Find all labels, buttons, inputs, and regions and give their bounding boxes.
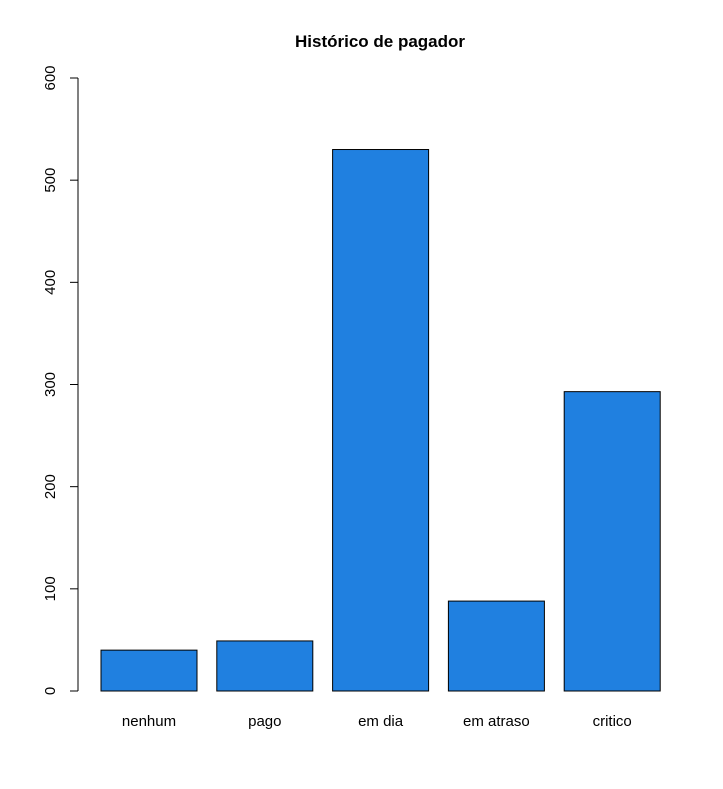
x-category-label: nenhum: [122, 713, 176, 730]
bar-em-atraso: [447, 600, 545, 692]
y-tick-label: 300: [42, 372, 59, 397]
bar-critico: [563, 391, 661, 692]
x-axis-labels: nenhum pago em dia em atraso critico: [122, 713, 632, 730]
x-category-label: em atraso: [463, 713, 530, 730]
y-tick-label: 200: [42, 474, 59, 499]
bar-nenhum: [100, 649, 198, 692]
x-category-label: pago: [248, 713, 281, 730]
x-category-label: em dia: [358, 713, 404, 730]
y-tick-label: 500: [42, 168, 59, 193]
y-tick-label: 0: [42, 687, 59, 695]
x-category-label: critico: [593, 713, 632, 730]
y-axis: 0 100 200 300 400 500 600: [42, 65, 79, 695]
bar-em-dia: [332, 149, 430, 692]
y-tick-label: 100: [42, 576, 59, 601]
chart-title: Histórico de pagador: [295, 32, 465, 51]
y-tick-label: 600: [42, 65, 59, 90]
bar-pago: [216, 640, 314, 692]
y-tick-label: 400: [42, 270, 59, 295]
bars: [100, 149, 661, 692]
